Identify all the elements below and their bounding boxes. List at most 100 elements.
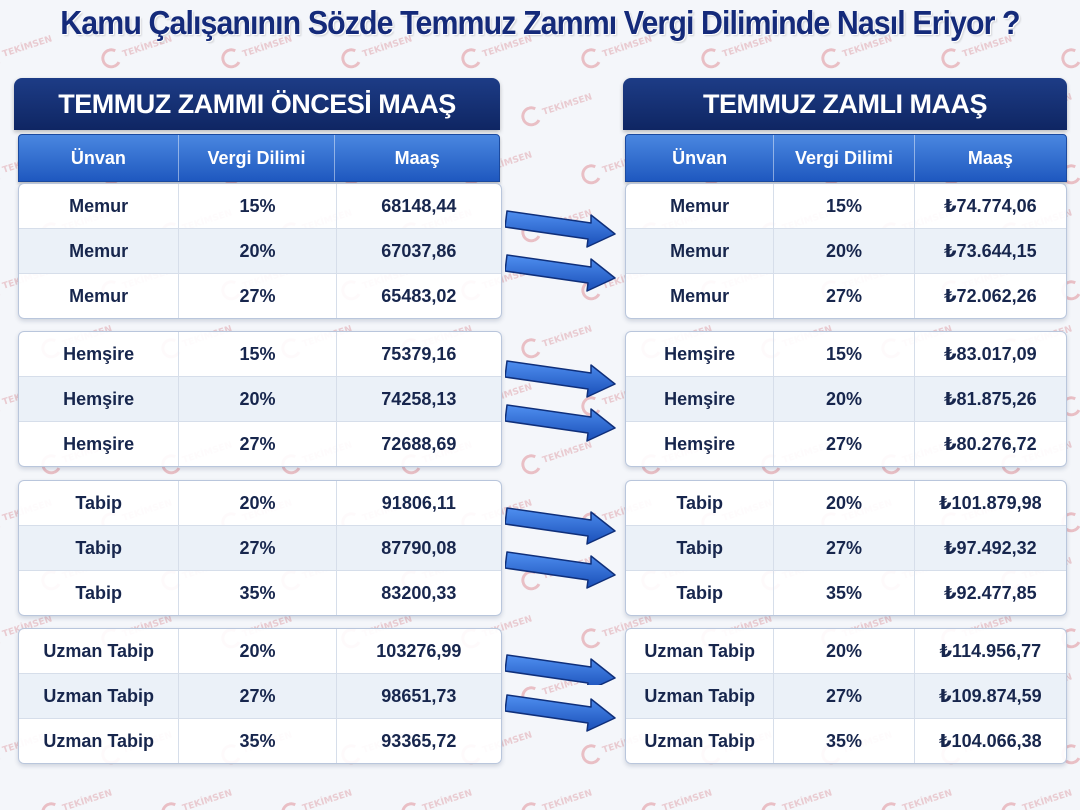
left-group-hemsire: Hemşire 15% 75379,16 Hemşire 20% 74258,1… xyxy=(18,331,502,467)
column-header-vergi-dilimi: Vergi Dilimi xyxy=(774,135,915,181)
cell-unvan: Uzman Tabip xyxy=(626,674,775,718)
left-group-memur: Memur 15% 68148,44 Memur 20% 67037,86 Me… xyxy=(18,183,502,319)
cell-vergi-dilimi: 27% xyxy=(774,526,915,570)
cell-maas: ₺97.492,32 xyxy=(944,537,1037,558)
cell-vergi-dilimi: 35% xyxy=(774,719,915,763)
table-row: Uzman Tabip 20% 103276,99 xyxy=(19,629,501,674)
cell-unvan: Tabip xyxy=(626,526,775,570)
table-row: Hemşire 15% 75379,16 xyxy=(19,332,501,377)
column-header-maas: Maaş xyxy=(394,147,440,168)
watermark-logo: TEKİMSEN xyxy=(879,783,955,810)
right-column-header-row: Ünvan Vergi Dilimi Maaş xyxy=(625,134,1067,182)
arrow-right-icon xyxy=(505,694,616,732)
cell-vergi-dilimi: 35% xyxy=(774,571,915,615)
table-row: Tabip 27% ₺97.492,32 xyxy=(626,526,1066,571)
table-row: Memur 20% ₺73.644,15 xyxy=(626,229,1066,274)
table-row: Hemşire 27% ₺80.276,72 xyxy=(626,422,1066,466)
cell-unvan: Memur xyxy=(19,229,180,273)
cell-unvan: Hemşire xyxy=(19,377,180,421)
watermark-logo: TEKİMSEN xyxy=(159,783,235,810)
cell-unvan: Memur xyxy=(19,184,180,228)
cell-maas: ₺92.477,85 xyxy=(944,582,1037,603)
table-row: Memur 15% ₺74.774,06 xyxy=(626,184,1066,229)
cell-maas: 83200,33 xyxy=(381,582,457,603)
right-group-hemsire: Hemşire 15% ₺83.017,09 Hemşire 20% ₺81.8… xyxy=(625,331,1067,467)
cell-maas: 72688,69 xyxy=(381,433,457,454)
cell-vergi-dilimi: 15% xyxy=(774,332,915,376)
cell-unvan: Memur xyxy=(626,274,775,318)
cell-vergi-dilimi: 20% xyxy=(774,629,915,673)
cell-maas: ₺104.066,38 xyxy=(939,730,1042,751)
cell-vergi-dilimi: 20% xyxy=(179,629,337,673)
cell-unvan: Uzman Tabip xyxy=(626,719,775,763)
cell-maas: 91806,11 xyxy=(381,492,456,513)
table-row: Tabip 35% ₺92.477,85 xyxy=(626,571,1066,615)
watermark-logo: TEKİMSEN xyxy=(759,783,835,810)
cell-unvan: Tabip xyxy=(19,481,180,525)
watermark-logo: TEKİMSEN xyxy=(999,783,1075,810)
watermark-logo: TEKİMSEN xyxy=(399,783,475,810)
cell-vergi-dilimi: 20% xyxy=(179,481,337,525)
table-row: Tabip 20% ₺101.879,98 xyxy=(626,481,1066,526)
column-header-unvan: Ünvan xyxy=(19,135,179,181)
cell-vergi-dilimi: 35% xyxy=(179,719,337,763)
cell-unvan: Hemşire xyxy=(626,332,775,376)
cell-maas: ₺81.875,26 xyxy=(944,388,1037,409)
cell-unvan: Memur xyxy=(19,274,180,318)
table-row: Memur 20% 67037,86 xyxy=(19,229,501,274)
cell-maas: 74258,13 xyxy=(381,388,457,409)
cell-vergi-dilimi: 20% xyxy=(774,229,915,273)
table-row: Memur 27% 65483,02 xyxy=(19,274,501,318)
arrow-right-icon xyxy=(505,210,616,248)
cell-unvan: Tabip xyxy=(19,571,180,615)
cell-unvan: Tabip xyxy=(626,571,775,615)
cell-unvan: Tabip xyxy=(626,481,775,525)
column-header-vergi-dilimi: Vergi Dilimi xyxy=(179,135,336,181)
cell-vergi-dilimi: 27% xyxy=(179,274,337,318)
cell-maas: ₺101.879,98 xyxy=(939,492,1042,513)
cell-maas: ₺73.644,15 xyxy=(944,240,1037,261)
cell-maas: ₺114.956,77 xyxy=(939,640,1042,661)
cell-unvan: Hemşire xyxy=(19,422,180,466)
table-row: Uzman Tabip 35% ₺104.066,38 xyxy=(626,719,1066,763)
cell-vergi-dilimi: 27% xyxy=(774,422,915,466)
cell-vergi-dilimi: 20% xyxy=(774,377,915,421)
cell-vergi-dilimi: 20% xyxy=(179,377,337,421)
arrow-right-icon xyxy=(505,360,616,398)
cell-maas: 93365,72 xyxy=(381,730,457,751)
cell-unvan: Uzman Tabip xyxy=(19,719,180,763)
arrows-group xyxy=(505,210,616,685)
left-group-tabip: Tabip 20% 91806,11 Tabip 27% 87790,08 Ta… xyxy=(18,480,502,616)
left-group-uzman-tabip: Uzman Tabip 20% 103276,99 Uzman Tabip 27… xyxy=(18,628,502,764)
table-row: Tabip 27% 87790,08 xyxy=(19,526,501,571)
watermark-logo: TEKİMSEN xyxy=(519,87,595,129)
table-row: Uzman Tabip 20% ₺114.956,77 xyxy=(626,629,1066,674)
cell-unvan: Uzman Tabip xyxy=(19,674,180,718)
left-panel-title: TEMMUZ ZAMMI ÖNCESİ MAAŞ xyxy=(14,78,500,130)
cell-vergi-dilimi: 27% xyxy=(774,274,915,318)
cell-vergi-dilimi: 20% xyxy=(179,229,337,273)
table-row: Uzman Tabip 35% 93365,72 xyxy=(19,719,501,763)
right-group-memur: Memur 15% ₺74.774,06 Memur 20% ₺73.644,1… xyxy=(625,183,1067,319)
right-group-uzman-tabip: Uzman Tabip 20% ₺114.956,77 Uzman Tabip … xyxy=(625,628,1067,764)
cell-maas: 68148,44 xyxy=(381,195,457,216)
cell-maas: 87790,08 xyxy=(381,537,457,558)
watermark-logo: TEKİMSEN xyxy=(639,783,715,810)
cell-maas: ₺83.017,09 xyxy=(944,343,1037,364)
arrow-right-icon xyxy=(505,507,616,545)
cell-maas: ₺74.774,06 xyxy=(944,195,1037,216)
cell-maas: 67037,86 xyxy=(381,240,457,261)
left-column-header-row: Ünvan Vergi Dilimi Maaş xyxy=(18,134,500,182)
cell-unvan: Memur xyxy=(626,229,775,273)
page-title: Kamu Çalışanının Sözde Temmuz Zammı Verg… xyxy=(60,4,1020,41)
table-row: Hemşire 20% ₺81.875,26 xyxy=(626,377,1066,422)
cell-vergi-dilimi: 15% xyxy=(179,184,337,228)
cell-vergi-dilimi: 15% xyxy=(774,184,915,228)
table-row: Hemşire 27% 72688,69 xyxy=(19,422,501,466)
cell-unvan: Tabip xyxy=(19,526,180,570)
table-row: Uzman Tabip 27% 98651,73 xyxy=(19,674,501,719)
watermark-logo: TEKİMSEN xyxy=(519,783,595,810)
arrow-right-icon xyxy=(505,654,616,685)
cell-unvan: Memur xyxy=(626,184,775,228)
cell-unvan: Uzman Tabip xyxy=(626,629,775,673)
